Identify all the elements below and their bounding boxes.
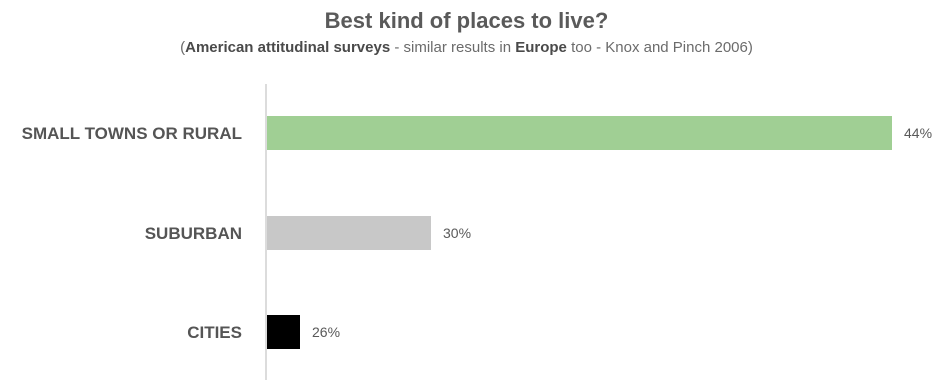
chart-title: Best kind of places to live?	[324, 8, 609, 33]
category-label-2: SUBURBAN	[145, 224, 242, 243]
subtitle-part-2: - similar results in	[390, 39, 516, 56]
data-label-1: 44%	[904, 125, 932, 141]
subtitle-part-4: too - Knox and Pinch 2006)	[566, 39, 753, 56]
subtitle-part-1: American attitudinal surveys	[185, 39, 391, 56]
category-label-1: SMALL TOWNS OR RURAL	[22, 124, 242, 143]
data-label-3: 26%	[312, 324, 340, 340]
chart-subtitle: (American attitudinal surveys - similar …	[0, 39, 933, 56]
subtitle-open-paren: (	[180, 39, 186, 56]
bar-3	[267, 315, 300, 349]
category-label-3: CITIES	[187, 323, 242, 342]
bar-1	[267, 116, 892, 150]
subtitle-part-3: Europe	[515, 39, 567, 56]
data-label-2: 30%	[443, 225, 471, 241]
bar-2	[267, 216, 431, 250]
